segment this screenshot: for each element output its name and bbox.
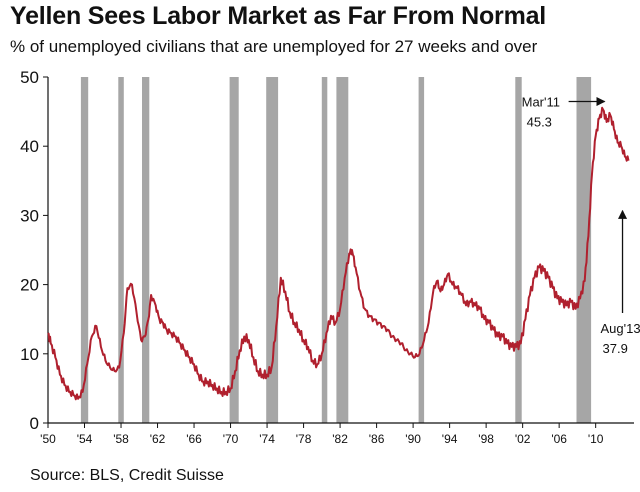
annotation-value-1: 45.3 — [527, 115, 552, 130]
chart-title: Yellen Sees Labor Market as Far From Nor… — [10, 2, 547, 30]
x-tick-label: '78 — [296, 432, 312, 446]
y-tick-label: 40 — [20, 137, 39, 156]
annotation-value-2: 37.9 — [603, 341, 628, 356]
x-tick-label: '50 — [40, 432, 56, 446]
annotations: Mar'11 45.3 Aug'13 37.9 — [522, 95, 640, 356]
recession-band-1 — [80, 77, 89, 423]
recession-band-6 — [321, 77, 328, 423]
recession-band-7 — [336, 77, 349, 423]
series — [47, 106, 630, 401]
y-tick-label: 20 — [20, 276, 39, 295]
y-tick-label: 50 — [20, 68, 39, 87]
x-tick-label: '54 — [77, 432, 93, 446]
series-line-1 — [47, 106, 630, 401]
y-tick-label: 0 — [30, 414, 39, 433]
x-tick-label: '02 — [515, 432, 531, 446]
annotation-label-2: Aug'13 — [601, 321, 640, 336]
chart-subtitle: % of unemployed civilians that are unemp… — [10, 37, 538, 56]
recession-band-10 — [576, 77, 592, 423]
x-tick-label: '10 — [588, 432, 604, 446]
x-tick-label: '58 — [113, 432, 129, 446]
recession-band-3 — [142, 77, 150, 423]
chart-source: Source: BLS, Credit Suisse — [30, 467, 224, 484]
axes: 0 10 20 30 40 50 '50 '54 '58 '62 '66 '70 '74 '78 '82 '8… — [20, 68, 634, 446]
x-tick-label: '86 — [369, 432, 385, 446]
x-tick-label: '82 — [332, 432, 348, 446]
x-tick-label: '70 — [223, 432, 239, 446]
x-tick-label: '90 — [405, 432, 421, 446]
y-tick-label: 30 — [20, 206, 39, 225]
recession-band-5 — [266, 77, 279, 423]
x-tick-label: '94 — [442, 432, 458, 446]
recession-bands — [80, 77, 592, 423]
recession-band-2 — [118, 77, 124, 423]
x-tick-label: '66 — [186, 432, 202, 446]
recession-band-8 — [418, 77, 425, 423]
recession-band-4 — [229, 77, 239, 423]
annotation-label-1: Mar'11 — [522, 95, 560, 110]
x-tick-label: '62 — [150, 432, 166, 446]
x-tick-label: '98 — [478, 432, 494, 446]
x-tick-label: '74 — [259, 432, 275, 446]
recession-band-9 — [515, 77, 522, 423]
y-tick-label: 10 — [20, 345, 39, 364]
x-tick-label: '06 — [551, 432, 567, 446]
